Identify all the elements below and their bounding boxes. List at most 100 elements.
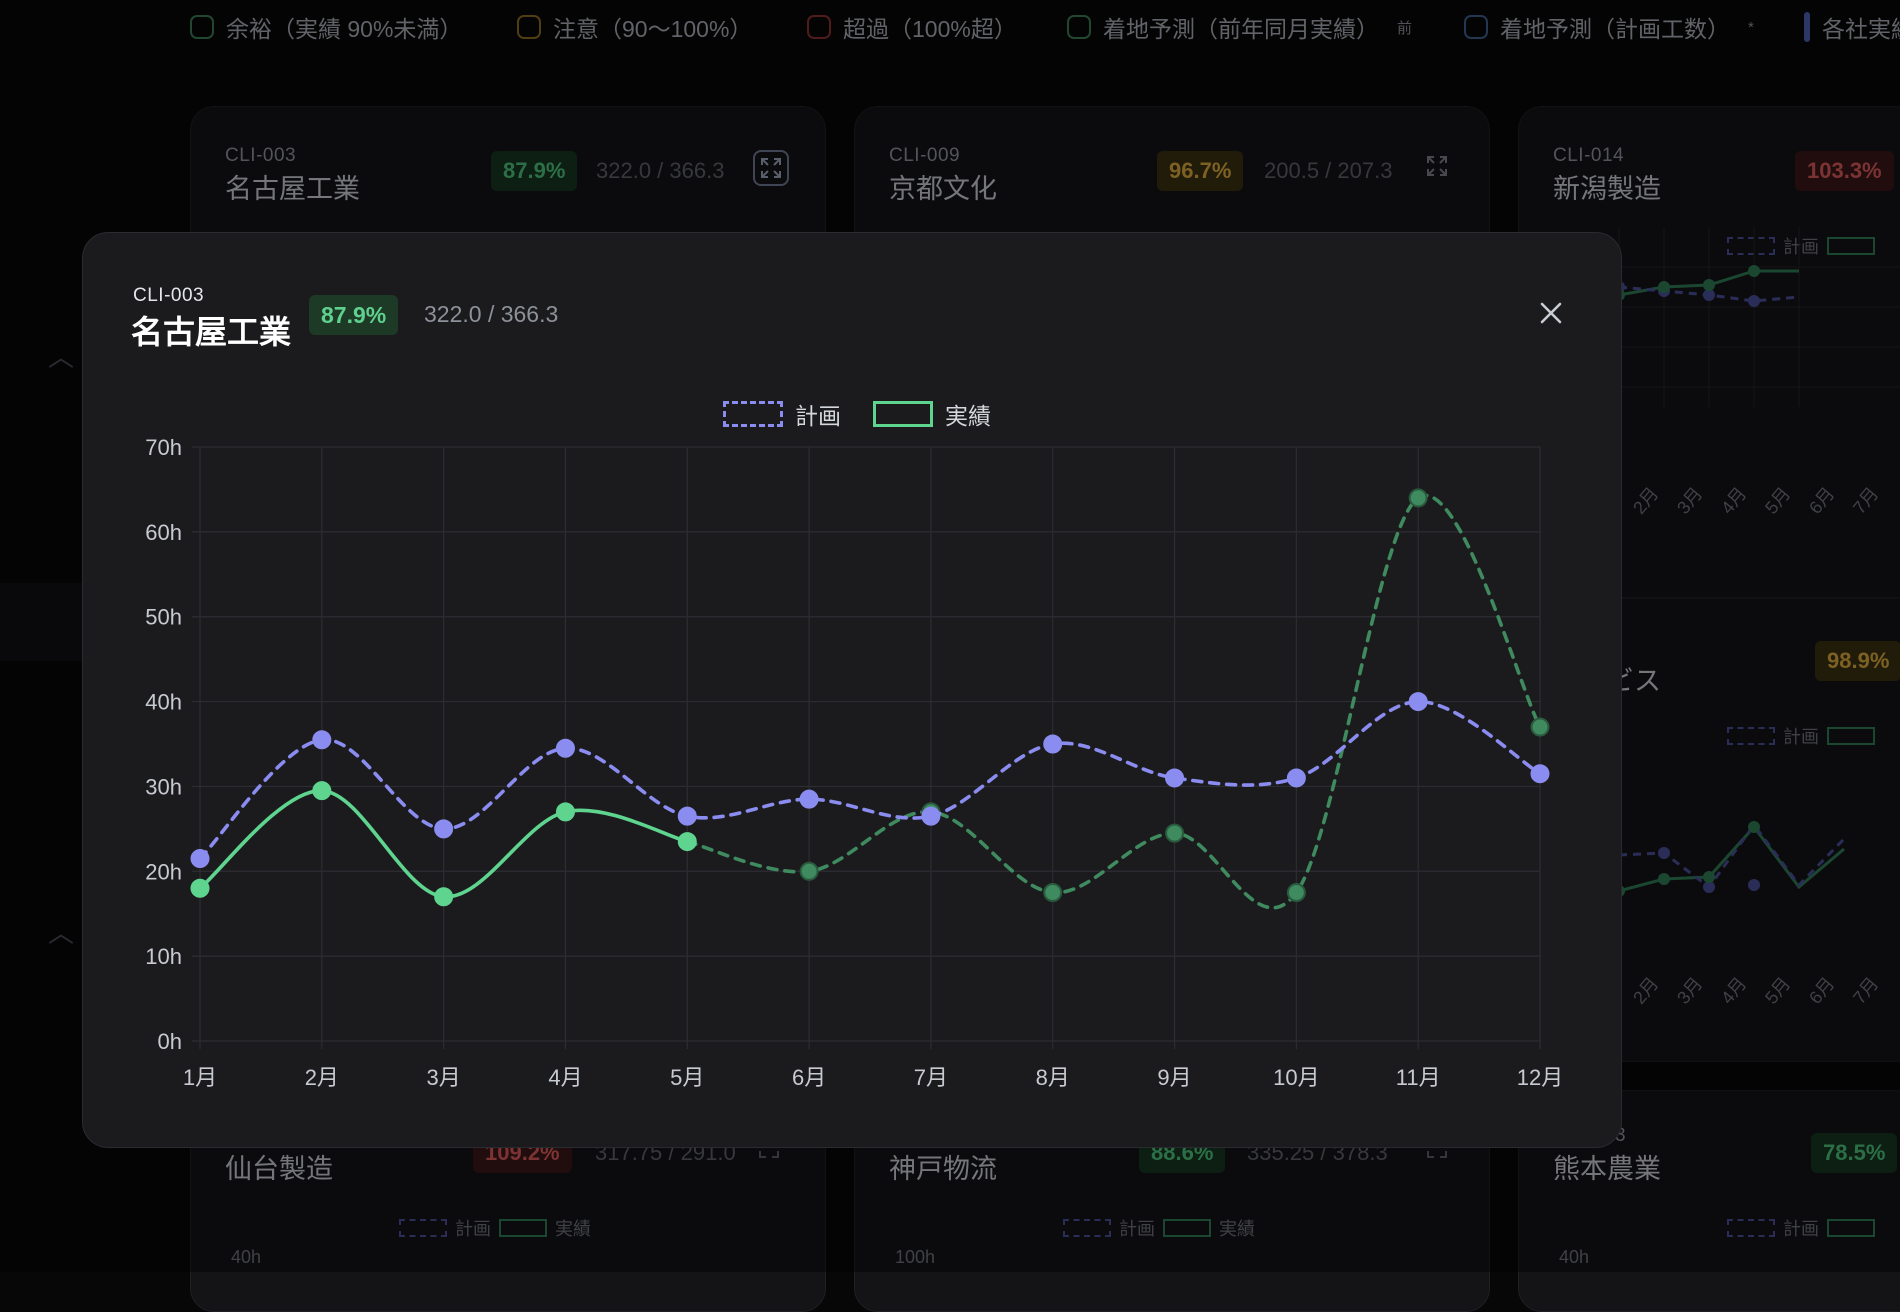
x-tick-label: 5月: [670, 1065, 704, 1090]
sidebar-selected-row[interactable]: [0, 583, 82, 661]
modal-client-id: CLI-003: [133, 285, 205, 306]
client-name: 仙台製造: [225, 1154, 333, 1184]
data-point: [1286, 883, 1306, 902]
y-tick-label: 50h: [145, 605, 182, 630]
y-tick-label: 60h: [145, 520, 182, 545]
data-point: [434, 819, 454, 839]
x-tick-label: 4月: [548, 1065, 582, 1090]
legend-swatch: [1067, 15, 1091, 39]
legend-item-choka[interactable]: 超過（100%超）: [807, 12, 1017, 42]
modal-usage-badge: 87.9%: [309, 295, 399, 335]
legend-swatch: [1464, 15, 1488, 39]
x-tick-label: 3月: [427, 1065, 461, 1090]
data-point: [190, 849, 210, 869]
legend-swatch: [190, 15, 214, 39]
plan-label: 計画: [1119, 1219, 1155, 1239]
legend-swatch: [1804, 12, 1810, 42]
legend-actual-swatch[interactable]: [873, 401, 933, 427]
data-point: [677, 832, 697, 852]
actual-label: 実績: [1219, 1219, 1255, 1239]
actual-label: 実績: [555, 1219, 591, 1239]
collapse-chevron-icon[interactable]: ︿: [48, 918, 75, 948]
actual-swatch: [499, 1219, 547, 1237]
client-name: 京都文化: [889, 174, 997, 204]
plan-swatch: [1727, 237, 1775, 255]
client-id: CLI-003: [225, 145, 297, 166]
legend-item-yoyu[interactable]: 余裕（実績 90%未満）: [190, 12, 462, 42]
x-tick-label: 11月: [1396, 1065, 1441, 1090]
usage-badge: 96.7%: [1157, 151, 1244, 191]
x-tick-label: 6月: [792, 1065, 826, 1090]
y-tick-label: 0h: [158, 1029, 182, 1054]
x-tick-label: 1月: [183, 1065, 217, 1090]
x-tick-label: 8月: [1036, 1065, 1070, 1090]
legend-label: 各社実績: [1822, 16, 1900, 42]
legend-item-company-actual[interactable]: 各社実績: [1804, 12, 1900, 42]
data-point: [312, 781, 332, 801]
legend-label: 余裕（実績 90%未満）: [226, 16, 463, 42]
legend-swatch: [807, 15, 831, 39]
data-point: [555, 802, 575, 822]
actual-swatch: [1827, 727, 1875, 745]
y-tick: 40h: [1559, 1247, 1590, 1267]
data-point: [677, 806, 697, 826]
y-tick-label: 40h: [145, 690, 182, 715]
actual-swatch: [1827, 1219, 1875, 1237]
usage-badge: 103.3%: [1795, 151, 1894, 191]
y-tick-label: 10h: [145, 944, 182, 969]
client-id: 3: [1615, 1125, 1627, 1146]
legend-item-forecast-plan[interactable]: 着地予測（計画工数） *: [1464, 12, 1754, 42]
series-line: [198, 699, 1542, 861]
status-legend: 余裕（実績 90%未満） 注意（90〜100%） 超過（100%超） 着地予測（…: [0, 0, 1900, 54]
legend-item-forecast-prev[interactable]: 着地予測（前年同月実績） 前: [1067, 12, 1412, 42]
data-point: [1286, 768, 1306, 788]
legend-label: 着地予測（計画工数）: [1500, 16, 1730, 42]
data-point: [799, 861, 819, 881]
legend-label: 注意（90〜100%）: [553, 16, 753, 42]
data-point: [1043, 734, 1063, 754]
actual-swatch: [1163, 1219, 1211, 1237]
data-point: [312, 730, 332, 750]
legend-note: 前: [1397, 19, 1413, 37]
mini-legend: 計画 実績: [1063, 1215, 1255, 1241]
plan-swatch: [399, 1219, 447, 1237]
data-point: [190, 878, 210, 898]
legend-plan-swatch[interactable]: [723, 401, 783, 427]
plan-swatch: [1727, 727, 1775, 745]
x-tick-label: 9月: [1157, 1065, 1191, 1090]
modal-usage-ratio: 322.0 / 366.3: [424, 301, 559, 327]
y-tick-label: 70h: [145, 435, 182, 460]
expand-icon[interactable]: [1421, 150, 1457, 186]
legend-item-chui[interactable]: 注意（90〜100%）: [517, 12, 752, 42]
expand-icon[interactable]: [753, 150, 789, 186]
legend-label: 着地予測（前年同月実績）: [1103, 16, 1379, 42]
chart-legend: 計画 実績: [723, 397, 991, 431]
chart-modal: CLI-003 名古屋工業 87.9% 322.0 / 366.3 計画 実績 …: [82, 232, 1622, 1148]
plan-label: 計画: [1783, 237, 1819, 257]
data-point: [1408, 692, 1428, 712]
data-point: [434, 887, 454, 907]
modal-client-name: 名古屋工業: [131, 314, 292, 350]
plan-label: 計画: [1783, 727, 1819, 747]
x-tick-label: 12月: [1517, 1065, 1563, 1090]
usage-badge: 78.5%: [1811, 1133, 1898, 1173]
usage-badge: 98.9%: [1815, 641, 1900, 681]
x-tick-label: 2月: [305, 1065, 339, 1090]
mini-legend: 計画: [1727, 1215, 1875, 1241]
data-point: [799, 789, 819, 809]
legend-swatch: [517, 15, 541, 39]
y-tick-label: 30h: [145, 774, 182, 799]
usage-ratio: 200.5 / 207.3: [1264, 158, 1393, 183]
legend-label: 超過（100%超）: [843, 16, 1017, 42]
usage-badge: 87.9%: [491, 151, 578, 191]
collapse-chevron-icon[interactable]: ︿: [48, 342, 75, 372]
data-point: [1165, 823, 1185, 843]
legend-plan-label: 計画: [795, 403, 841, 429]
client-name: 名古屋工業: [225, 174, 360, 204]
plan-swatch: [1063, 1219, 1111, 1237]
x-tick-label: 10月: [1273, 1065, 1319, 1090]
data-point: [1043, 883, 1063, 902]
legend-actual-label: 実績: [945, 403, 991, 429]
close-button[interactable]: [1533, 295, 1569, 331]
y-tick-label: 20h: [145, 859, 182, 884]
